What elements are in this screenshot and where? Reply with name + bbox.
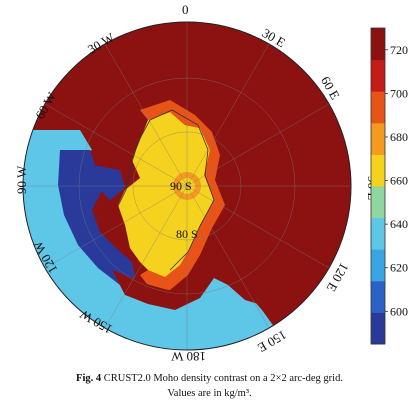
map-border <box>22 21 352 351</box>
meridian-line <box>44 103 330 269</box>
colorbar-tick-label: 700 <box>390 86 408 100</box>
longitude-label-90w: 90 W <box>14 165 29 194</box>
graticule <box>23 22 351 350</box>
colorbar-band <box>371 122 385 155</box>
yellow-continent <box>118 112 215 280</box>
colorbar-band <box>371 249 385 282</box>
colorbar-tick-label: 620 <box>390 261 408 275</box>
orange-rim <box>140 100 225 290</box>
colorbar-tick-label: 640 <box>390 217 408 231</box>
figure-number: Fig. 4 <box>76 373 102 384</box>
colorbar-tick-label: 600 <box>390 304 408 318</box>
dark-blue-band <box>58 150 135 285</box>
coastline <box>117 109 215 271</box>
colorbar-band <box>371 59 385 92</box>
caption-line-1: CRUST2.0 Moho density contrast on a 2×2 … <box>103 373 343 384</box>
longitude-label-180w: 180 W <box>170 349 206 364</box>
longitude-label-0: 0 <box>182 2 189 17</box>
light-blue-region <box>23 130 351 350</box>
colorbar-band <box>371 154 385 187</box>
dark-blue-patch <box>92 165 125 200</box>
colorbar-band <box>371 186 385 219</box>
latitude-label-80s: 80 S <box>176 227 198 241</box>
caption-line-2: Values are in kg/m³. <box>167 388 252 399</box>
colorbar-tick-label: 720 <box>390 43 408 57</box>
colorbar-band <box>371 280 385 313</box>
latitude-label-90s: 90 S <box>170 179 192 193</box>
colorbar-tick-label: 660 <box>390 174 408 188</box>
colorbar-frame <box>370 27 386 345</box>
colorbar: 720 700 680 660 640 620 600 <box>370 27 408 345</box>
colorbar-ticks: 720 700 680 660 640 620 600 <box>385 43 408 318</box>
colorbar-band <box>371 312 385 345</box>
red-stepped-band <box>112 262 262 310</box>
colorbar-band <box>371 217 385 250</box>
colorbar-band <box>371 91 385 124</box>
figure-caption: Fig. 4 CRUST2.0 Moho density contrast on… <box>0 371 419 401</box>
colorbar-tick-label: 680 <box>390 130 408 144</box>
polar-map: 90 S 80 S 0 30 E 60 E 90 E 120 E 150 E 1… <box>14 2 408 364</box>
colorbar-band <box>371 28 385 61</box>
